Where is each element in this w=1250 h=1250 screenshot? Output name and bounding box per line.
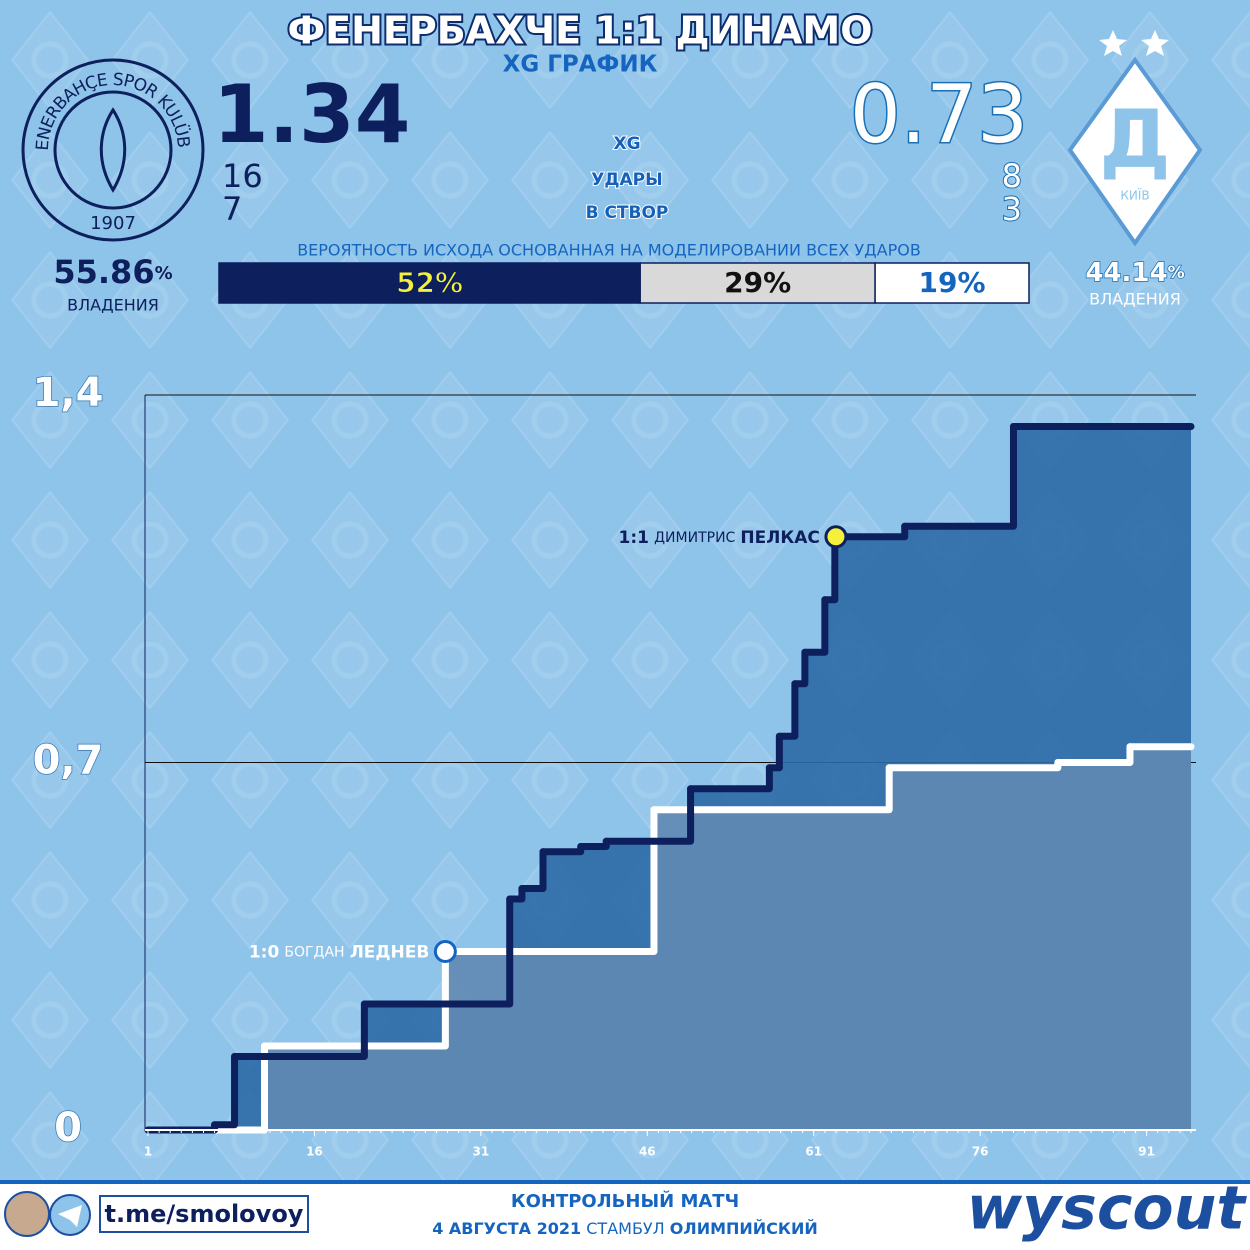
goal-marker — [824, 525, 848, 549]
possession-label: ВЛАДЕНИЯ — [1089, 290, 1181, 309]
y-tick-label: 0 — [54, 1105, 82, 1151]
match-info: 4 АВГУСТА 2021 СТАМБУЛ ОЛИМПИЙСКИЙ — [432, 1219, 818, 1238]
outcome-segment — [639, 262, 876, 304]
xg-step — [360, 895, 514, 1008]
logo-text: КИЇВ — [1120, 188, 1149, 203]
channel-box[interactable] — [99, 1195, 309, 1233]
x-tick-label: 61 — [805, 1145, 822, 1159]
outcome-segment — [874, 262, 1030, 304]
x-tick-label: 16 — [306, 1145, 323, 1159]
xg-step — [791, 648, 809, 688]
home-shots: 16 — [222, 157, 263, 195]
xg-step — [441, 806, 658, 955]
goal-marker — [433, 940, 457, 963]
xg-step — [211, 1053, 239, 1129]
goal-label: 1:1 ДИМИТРИС ПЕЛКАС — [619, 527, 820, 548]
possession-label: ВЛАДЕНИЯ — [67, 296, 159, 315]
xg-step — [775, 680, 799, 740]
logo-letter: Д — [1099, 93, 1170, 186]
telegram-plane — [58, 1205, 82, 1227]
goal-score: 1:0 — [249, 943, 280, 963]
avatar — [4, 1191, 50, 1237]
home-possession: 55.86% — [53, 253, 172, 291]
goal-first: БОГДАН — [284, 945, 344, 961]
xg-step — [821, 533, 839, 604]
outcome-label: 19% — [919, 266, 986, 299]
away-xg: 0.73 — [850, 68, 1028, 161]
y-tick-label: 0,7 — [33, 738, 104, 784]
home-xg: 1.34 — [213, 68, 410, 161]
x-tick-label: 76 — [972, 1145, 989, 1159]
logo-year: 1907 — [90, 213, 136, 234]
brand: wyscout — [967, 1174, 1248, 1244]
xg-step — [765, 732, 783, 772]
outcome-title: ВЕРОЯТНОСТЬ ИСХОДА ОСНОВАННАЯ НА МОДЕЛИР… — [297, 241, 921, 260]
x-tick-label: 91 — [1138, 1145, 1155, 1159]
x-tick-label: 46 — [639, 1145, 656, 1159]
outcome-bar: 52% 29% 19% — [218, 262, 1030, 304]
subtitle: XG ГРАФИК — [503, 52, 658, 78]
xg-step — [687, 764, 773, 793]
xg-step — [602, 785, 695, 845]
stat-label: В СТВОР — [586, 203, 669, 223]
channel[interactable]: t.me/smolovoy — [105, 1200, 304, 1228]
stat-label: УДАРЫ — [591, 170, 662, 190]
xg-step — [1054, 743, 1134, 766]
xg-chart: 0 0,7 1,4 1 16 31 46 61 76 91 1:0 БОГДАН ЛЕДНЕВ 1:1… — [32, 369, 1196, 1159]
stat-label: XG — [613, 134, 640, 154]
area-fill — [148, 746, 1191, 1130]
away-on-target: 3 — [1002, 190, 1022, 228]
xg-step — [518, 848, 547, 892]
goal-first: ДИМИТРИС — [654, 530, 735, 546]
goal-score: 1:1 — [619, 528, 649, 548]
xg-step — [901, 423, 1017, 530]
goal-label: 1:0 БОГДАН ЛЕДНЕВ — [249, 942, 430, 963]
title: ФЕНЕРБАХЧЕ 1:1 ДИНАМО — [287, 9, 872, 53]
goal-last: ПЕЛКАС — [740, 528, 820, 548]
xg-step — [801, 596, 829, 656]
xg-step — [261, 948, 449, 1050]
outcome-label: 29% — [724, 266, 791, 299]
x-tick-label: 31 — [473, 1145, 490, 1159]
home-on-target: 7 — [222, 190, 242, 228]
xg-step — [231, 1000, 368, 1060]
y-tick-label: 1,4 — [33, 370, 104, 416]
footer-rule — [0, 1180, 1250, 1184]
away-shots: 8 — [1002, 157, 1022, 195]
x-tick-label: 1 — [144, 1145, 152, 1159]
goal-last: ЛЕДНЕВ — [350, 943, 430, 963]
outcome-label: 52% — [396, 266, 463, 299]
away-logo: Д КИЇВ — [1067, 30, 1203, 247]
away-possession: 44.14% — [1085, 258, 1184, 288]
match-type: КОНТРОЛЬНЫЙ МАТЧ — [511, 1190, 739, 1212]
xg-step — [650, 764, 893, 814]
